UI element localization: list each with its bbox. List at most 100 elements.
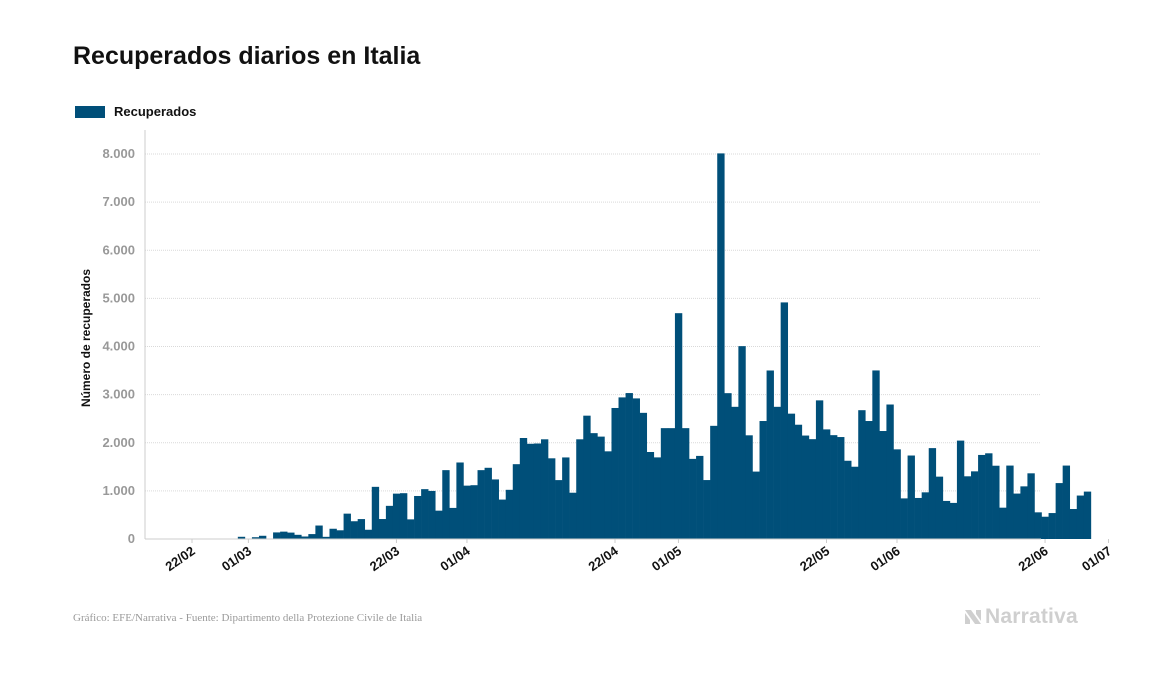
bar [1055,483,1063,539]
bar [731,406,739,539]
bar [985,453,993,539]
bar [724,393,732,539]
bar [992,465,1000,539]
x-tick-label: 22/03 [367,543,402,574]
bar [597,436,605,539]
bar [604,451,612,539]
bar [674,313,683,539]
bar [844,460,852,539]
bar [858,410,866,539]
bar [851,466,859,539]
bar [822,429,831,539]
bar [717,153,725,539]
bar [421,489,429,539]
bar [759,421,767,539]
bar [301,536,309,539]
bar [787,413,796,539]
bar [611,407,619,539]
bar [533,443,542,539]
bar [336,530,344,539]
bar [766,370,774,539]
y-tick-label: 7.000 [102,194,135,209]
bar [618,397,626,539]
bar [1034,512,1042,539]
y-tick-label: 8.000 [102,146,135,161]
bar [625,393,633,539]
x-tick-label: 01/06 [867,543,902,574]
bar [470,485,478,539]
bar [681,428,690,539]
bar [978,454,986,539]
bar [667,428,676,539]
bar [921,492,930,539]
bar [273,532,281,539]
chart-title: Recuperados diarios en Italia [73,42,421,70]
legend-swatch [75,105,105,118]
bar [1041,516,1049,539]
x-tick-label: 22/04 [585,543,621,574]
bar [449,507,457,539]
bar [562,457,570,539]
bar [555,480,563,539]
legend: Recuperados [75,104,196,119]
bar [237,536,246,539]
bar [357,519,366,539]
bar [689,458,697,539]
bar [942,500,951,539]
brand-name: Narrativa [985,605,1078,628]
bar [371,486,380,539]
bar [1006,465,1014,539]
bar [703,480,711,539]
bar [865,421,873,539]
bar [428,490,436,539]
bar [519,438,528,539]
bar [808,439,817,539]
x-tick-label: 01/03 [219,543,254,574]
bar [773,406,781,539]
bar [900,498,908,539]
bar [315,525,323,539]
bar [590,433,598,539]
bar [435,510,443,539]
bar [1062,465,1071,539]
x-tick-label: 22/05 [797,543,832,574]
bar [491,479,499,539]
bar [1048,513,1056,539]
bar [399,493,408,539]
bar [392,493,401,539]
bar [1083,491,1092,539]
bar [463,485,471,539]
bar [378,519,387,539]
bar [971,471,979,539]
bar [907,455,915,539]
bar [294,534,302,539]
bar [632,398,640,539]
x-tick-label: 01/05 [649,543,684,574]
bar [949,502,958,539]
bar [505,489,514,539]
bar [350,521,358,539]
bar [484,467,492,539]
bar [928,448,937,539]
brand-logo: Narrativa [963,605,1078,629]
bar [251,537,260,539]
source-note: Gráfico: EFE/Narrativa - Fuente: Diparti… [73,612,423,624]
bar [815,400,824,539]
bar [653,457,662,539]
bar [886,404,894,539]
bar [385,505,394,539]
bar [999,507,1007,539]
narrativa-logo-icon [965,610,981,624]
x-tick-label: 01/07 [1079,543,1114,574]
bar [477,470,485,539]
bar [456,462,464,539]
y-tick-label: 0 [128,531,135,546]
x-tick-label: 22/02 [162,543,197,574]
bar [526,443,535,539]
bar [935,476,944,539]
bar [308,534,316,539]
bar [343,513,351,539]
bar [710,425,718,539]
bar [639,412,648,539]
bar [407,519,415,539]
